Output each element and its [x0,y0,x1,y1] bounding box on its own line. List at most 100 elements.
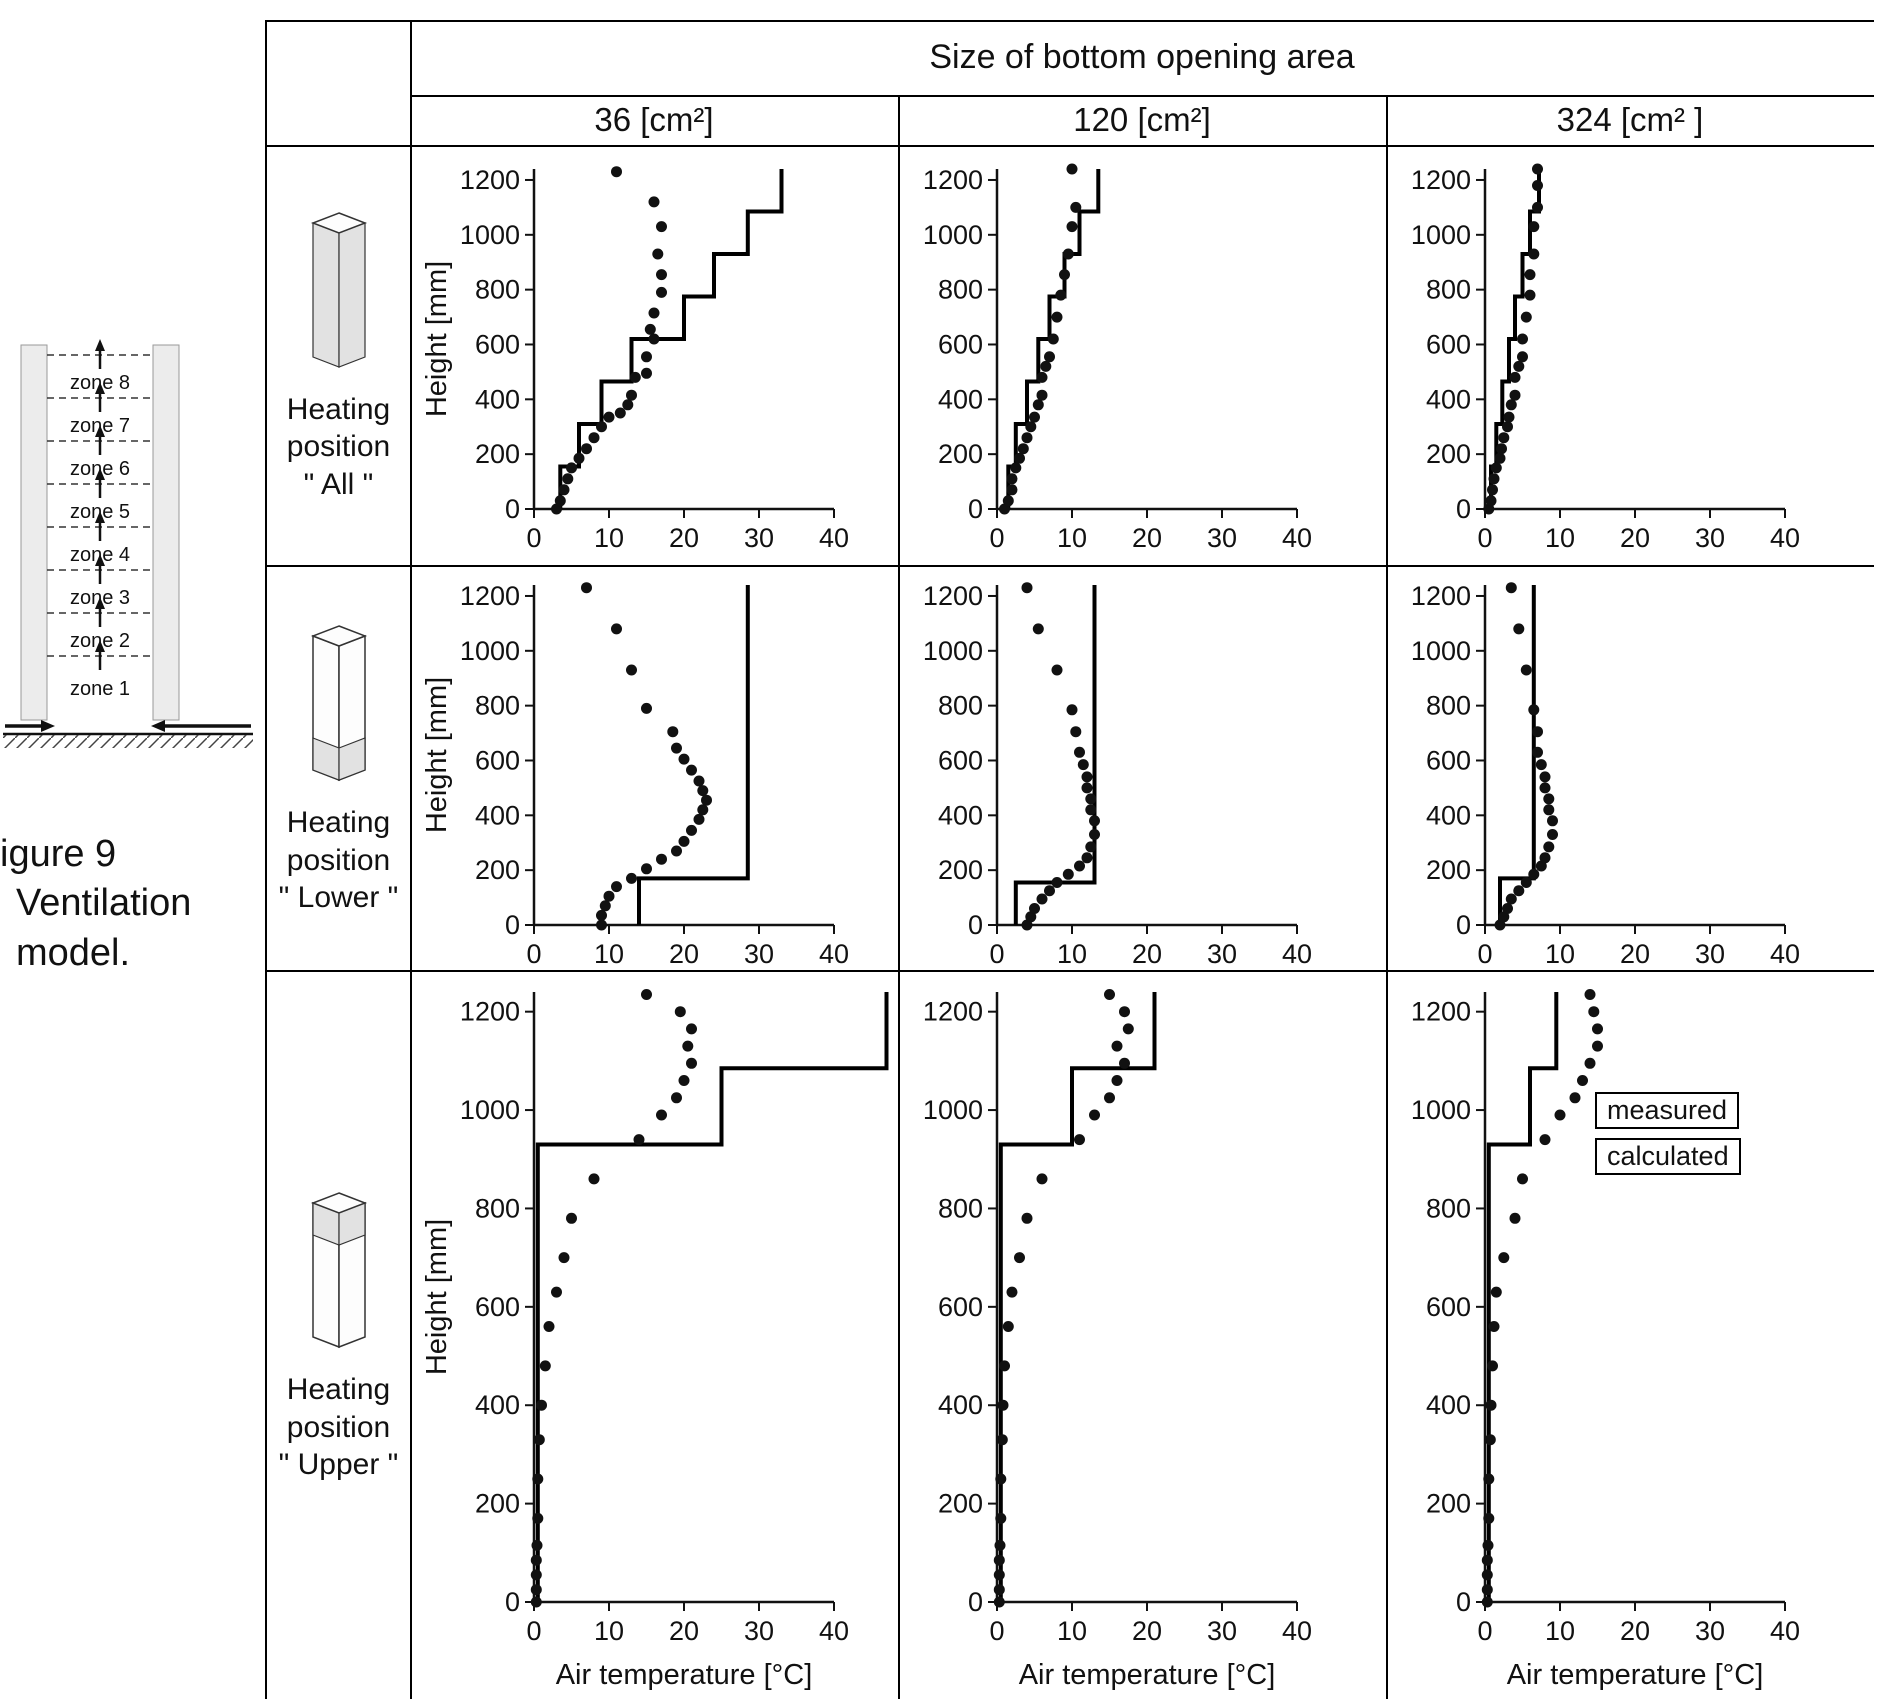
svg-text:10: 10 [1057,1616,1087,1646]
row-header-heating-lower: Heating position " Lower " [267,567,410,970]
row-header-heating-all: Heating position " All " [267,145,410,565]
svg-text:800: 800 [938,1193,983,1223]
svg-text:40: 40 [1770,939,1800,969]
row-header-label: Heating position " Lower " [278,806,399,915]
zone-label: zone 8 [70,372,130,394]
col-header-324: 324 [cm² ] [1556,101,1704,138]
svg-text:10: 10 [1057,523,1087,553]
legend-measured-label: measured [1595,1092,1740,1129]
table-border [410,95,1874,97]
svg-text:1000: 1000 [460,220,520,250]
svg-text:1000: 1000 [923,636,983,666]
svg-text:20: 20 [669,939,699,969]
svg-text:40: 40 [1770,523,1800,553]
svg-text:200: 200 [938,1489,983,1519]
svg-text:0: 0 [968,494,983,524]
chart-svg: 0 200 400 600 800 1000 1200 0 10 20 30 40 [923,581,1312,969]
table-border [1386,95,1388,1699]
svg-text:10: 10 [1545,939,1575,969]
svg-text:30: 30 [744,523,774,553]
svg-text:200: 200 [475,439,520,469]
svg-text:1000: 1000 [923,1095,983,1125]
chart-heating-upper-120: 0 200 400 600 800 1000 1200 0 10 20 30 40 Air temper… [902,974,1388,1699]
svg-text:1000: 1000 [1411,1095,1471,1125]
svg-text:1200: 1200 [923,165,983,195]
svg-text:10: 10 [1057,939,1087,969]
svg-text:400: 400 [1426,384,1471,414]
svg-text:0: 0 [989,939,1004,969]
svg-text:30: 30 [1695,939,1725,969]
svg-text:1200: 1200 [460,581,520,611]
svg-text:20: 20 [1132,939,1162,969]
caption-line: model. [16,931,131,974]
chart-legend: measured calculated [1595,1092,1741,1175]
caption-line: igure 9 [0,833,117,875]
svg-text:1200: 1200 [1411,165,1471,195]
svg-text:0: 0 [1477,939,1492,969]
caption-line: Ventilation [16,882,192,925]
svg-text:20: 20 [669,523,699,553]
svg-text:1000: 1000 [923,220,983,250]
svg-text:400: 400 [475,800,520,830]
svg-text:1200: 1200 [1411,997,1471,1027]
svg-text:1200: 1200 [460,165,520,195]
inflow-arrows [5,720,251,732]
left-wall [20,344,48,721]
column-group-title: Size of bottom opening area [929,38,1355,76]
svg-text:0: 0 [505,494,520,524]
chart-heating-upper-36: 0 200 400 600 800 1000 1200 0 10 20 30 40 Height [mm… [414,974,900,1699]
chart-svg: 0 200 400 600 800 1000 1200 0 10 20 30 40 [1411,163,1800,553]
svg-text:0: 0 [1456,910,1471,940]
zone-label: zone 6 [70,458,130,480]
svg-text:0: 0 [1477,1616,1492,1646]
svg-text:600: 600 [1426,329,1471,359]
svg-text:200: 200 [1426,1489,1471,1519]
chart-heating-all-36: 0 200 400 600 800 1000 1200 0 10 20 30 40 Height [mm… [414,153,900,563]
svg-text:1000: 1000 [1411,220,1471,250]
svg-text:600: 600 [475,1292,520,1322]
ground-hatch [3,735,253,748]
svg-text:40: 40 [1770,1616,1800,1646]
svg-text:600: 600 [938,1292,983,1322]
svg-text:0: 0 [968,1587,983,1617]
svg-text:0: 0 [526,523,541,553]
svg-text:800: 800 [475,275,520,305]
zone-label: zone 1 [70,678,130,700]
svg-text:600: 600 [1426,1292,1471,1322]
col-header-36: 36 [cm²] [594,101,714,138]
svg-text:200: 200 [1426,439,1471,469]
svg-text:30: 30 [1207,939,1237,969]
svg-text:0: 0 [989,1616,1004,1646]
svg-text:1000: 1000 [460,1095,520,1125]
svg-text:200: 200 [475,855,520,885]
zone-label: zone 4 [70,544,130,566]
svg-text:800: 800 [475,1193,520,1223]
svg-text:1200: 1200 [923,997,983,1027]
svg-text:0: 0 [989,523,1004,553]
svg-text:10: 10 [1545,523,1575,553]
svg-text:800: 800 [1426,1193,1471,1223]
table-border [265,20,267,1699]
svg-text:Air temperature [°C]: Air temperature [°C] [1507,1659,1764,1691]
svg-text:10: 10 [1545,1616,1575,1646]
row-header-label: Heating position " All " [286,392,391,501]
upflow-arrows [95,339,105,670]
svg-text:30: 30 [744,939,774,969]
svg-text:0: 0 [1477,523,1492,553]
svg-text:0: 0 [526,1616,541,1646]
chart-svg: 0 200 400 600 800 1000 1200 0 10 20 30 40 Height [mm… [421,581,849,969]
svg-text:Height [mm]: Height [mm] [421,261,453,417]
svg-text:40: 40 [1282,939,1312,969]
svg-text:600: 600 [475,745,520,775]
svg-text:1000: 1000 [460,636,520,666]
table-border [410,20,412,1699]
ventilation-model-diagram: zone 8 zone 7 zone 6 zone 5 zone 4 zone … [3,339,253,748]
svg-text:40: 40 [819,939,849,969]
heating-all-icon [310,211,367,368]
svg-text:400: 400 [475,1390,520,1420]
svg-text:40: 40 [819,523,849,553]
svg-text:400: 400 [938,384,983,414]
